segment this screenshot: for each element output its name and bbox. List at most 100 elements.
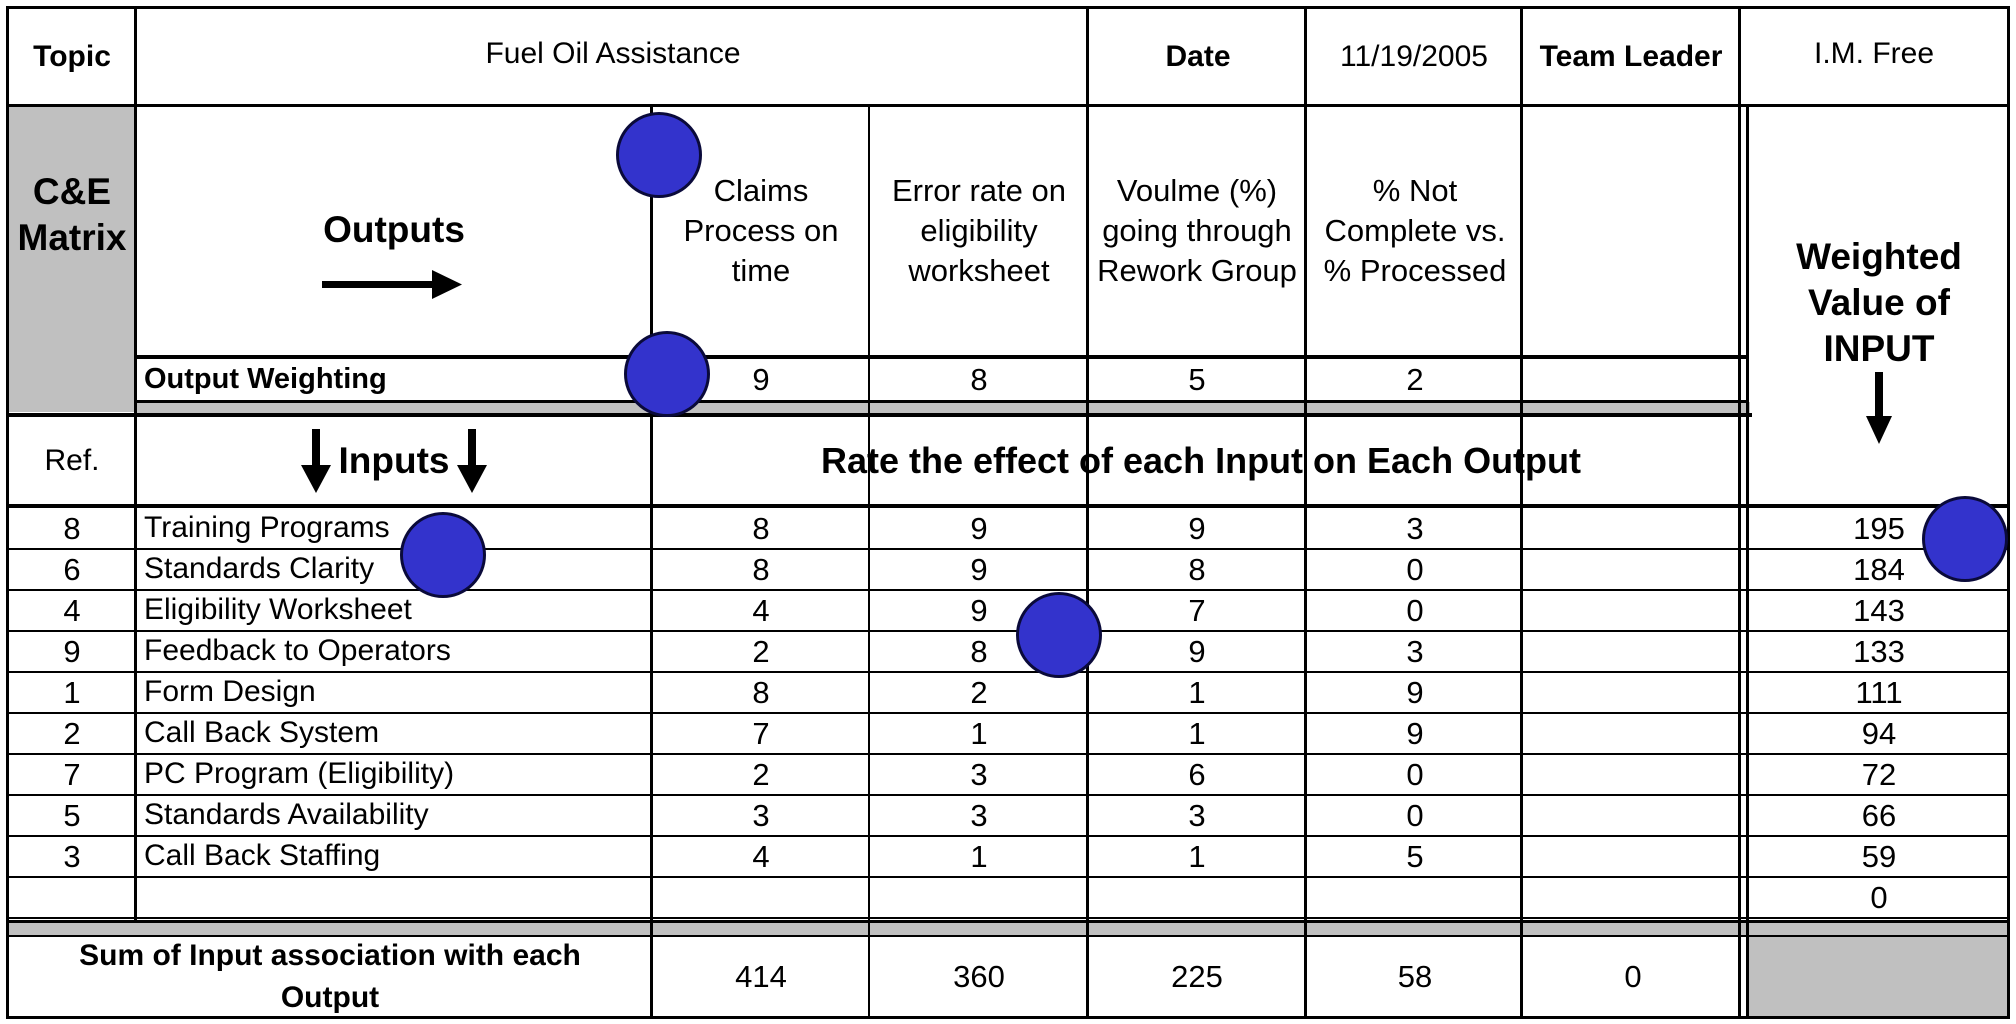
row-score-output-3[interactable]: 1 [1188, 838, 1206, 874]
row-score-output-5[interactable] [1524, 713, 1742, 754]
row-ref[interactable]: 5 [63, 797, 81, 833]
row-score-output-3[interactable]: 7 [1188, 592, 1206, 628]
row-ref[interactable]: 1 [63, 674, 81, 710]
row-score-output-5[interactable] [1524, 631, 1742, 672]
total-output-2: 360 [953, 959, 1005, 995]
row-input-name[interactable]: Form Design [144, 675, 316, 709]
row-score-output-5[interactable] [1524, 508, 1742, 549]
row-score-output-3[interactable]: 6 [1188, 756, 1206, 792]
row-score-output-4[interactable]: 3 [1406, 510, 1424, 546]
down-arrow-icon [300, 429, 331, 493]
output-caption-5 [1524, 106, 1742, 356]
row-weighted-value: 143 [1853, 592, 1905, 628]
row-score-output-4[interactable]: 0 [1406, 797, 1424, 833]
annotation-marker-1 [616, 112, 702, 198]
row-score-output-1[interactable]: 8 [752, 551, 770, 587]
row-score-output-2[interactable]: 8 [970, 633, 988, 669]
date-value[interactable]: 11/19/2005 [1340, 39, 1488, 73]
row-input-name[interactable]: Standards Availability [144, 798, 429, 832]
row-score-output-3[interactable]: 3 [1188, 797, 1206, 833]
row-ref[interactable]: 9 [63, 633, 81, 669]
row-input-name[interactable]: Call Back System [144, 716, 380, 750]
row-score-output-1[interactable]: 2 [752, 633, 770, 669]
row-score-output-4[interactable]: 9 [1406, 674, 1424, 710]
row-score-output-5[interactable] [1524, 754, 1742, 795]
row-score-output-4[interactable]: 0 [1406, 592, 1424, 628]
row-score-output-1[interactable]: 8 [752, 510, 770, 546]
row-score-output-4[interactable]: 9 [1406, 715, 1424, 751]
row-score-output-2[interactable]: 1 [970, 715, 988, 751]
row-score-output-3[interactable]: 1 [1188, 674, 1206, 710]
output-weight-5[interactable] [1524, 358, 1742, 402]
row-score-output-5[interactable] [1524, 877, 1742, 918]
row-ref[interactable]: 6 [63, 551, 81, 587]
row-score-output-1[interactable]: 4 [752, 592, 770, 628]
row-input-name[interactable]: Standards Clarity [144, 552, 375, 586]
row-score-output-4[interactable]: 0 [1406, 551, 1424, 587]
row-score-output-4[interactable]: 0 [1406, 756, 1424, 792]
row-score-output-1[interactable]: 8 [752, 674, 770, 710]
output-caption-2: Error rate on eligibility worksheet [891, 173, 1066, 288]
row-score-output-1[interactable]: 2 [752, 756, 770, 792]
output-weight-2[interactable]: 8 [970, 362, 988, 398]
grid-line [6, 794, 2010, 796]
grid-line [1086, 6, 1089, 1019]
row-score-output-5[interactable] [1524, 549, 1742, 590]
row-ref[interactable]: 3 [63, 838, 81, 874]
total-output-5: 0 [1624, 959, 1642, 995]
row-score-output-2[interactable]: 9 [970, 592, 988, 628]
row-score-output-1[interactable]: 4 [752, 838, 770, 874]
row-score-output-5[interactable] [1524, 590, 1742, 631]
row-input-name[interactable]: PC Program (Eligibility) [144, 757, 455, 791]
grid-line [6, 920, 2010, 923]
row-input-name[interactable]: Eligibility Worksheet [144, 593, 412, 627]
team-leader-value[interactable]: I.M. Free [1813, 36, 1934, 70]
row-input-name[interactable]: Training Programs [144, 511, 390, 545]
row-score-output-5[interactable] [1524, 795, 1742, 836]
annotation-marker-5 [1922, 496, 2008, 582]
row-score-output-3[interactable]: 8 [1188, 551, 1206, 587]
weighted-value-label: Weighted Value of INPUT [1796, 235, 1962, 370]
row-ref[interactable]: 2 [63, 715, 81, 751]
output-weight-4[interactable]: 2 [1406, 362, 1424, 398]
row-input-name[interactable]: Feedback to Operators [144, 634, 451, 668]
row-score-output-2[interactable]: 2 [970, 674, 988, 710]
row-score-output-3[interactable]: 9 [1188, 510, 1206, 546]
row-weighted-value: 72 [1861, 756, 1897, 792]
topic-value[interactable]: Fuel Oil Assistance [485, 36, 741, 70]
grid-line [1304, 6, 1307, 1019]
grid-line [6, 589, 2010, 591]
grid-line [6, 630, 2010, 632]
grid-line [6, 6, 9, 1019]
row-input-name[interactable]: Call Back Staffing [144, 839, 381, 873]
row-input-name[interactable] [136, 877, 652, 918]
row-score-output-3[interactable]: 9 [1188, 633, 1206, 669]
row-ref[interactable]: 8 [63, 510, 81, 546]
weighting-separator-band [136, 402, 1750, 414]
row-score-output-2[interactable]: 3 [970, 756, 988, 792]
row-ref[interactable] [8, 877, 136, 918]
output-weight-1[interactable]: 9 [752, 362, 770, 398]
row-score-output-3[interactable] [1088, 877, 1306, 918]
row-score-output-1[interactable]: 3 [752, 797, 770, 833]
row-score-output-2[interactable]: 9 [970, 551, 988, 587]
row-ref[interactable]: 7 [63, 756, 81, 792]
team-leader-label: Team Leader [1539, 39, 1723, 73]
row-score-output-5[interactable] [1524, 836, 1742, 877]
row-score-output-4[interactable]: 3 [1406, 633, 1424, 669]
row-score-output-2[interactable]: 1 [970, 838, 988, 874]
row-score-output-2[interactable]: 9 [970, 510, 988, 546]
row-score-output-4[interactable]: 5 [1406, 838, 1424, 874]
row-score-output-2[interactable]: 3 [970, 797, 988, 833]
row-score-output-2[interactable] [870, 877, 1088, 918]
row-score-output-4[interactable] [1306, 877, 1524, 918]
row-score-output-1[interactable]: 7 [752, 715, 770, 751]
grid-line [6, 753, 2010, 755]
row-ref[interactable]: 4 [63, 592, 81, 628]
totals-separator-band [8, 922, 2008, 936]
row-score-output-1[interactable] [652, 877, 870, 918]
output-weight-3[interactable]: 5 [1188, 362, 1206, 398]
row-score-output-3[interactable]: 1 [1188, 715, 1206, 751]
row-score-output-5[interactable] [1524, 672, 1742, 713]
